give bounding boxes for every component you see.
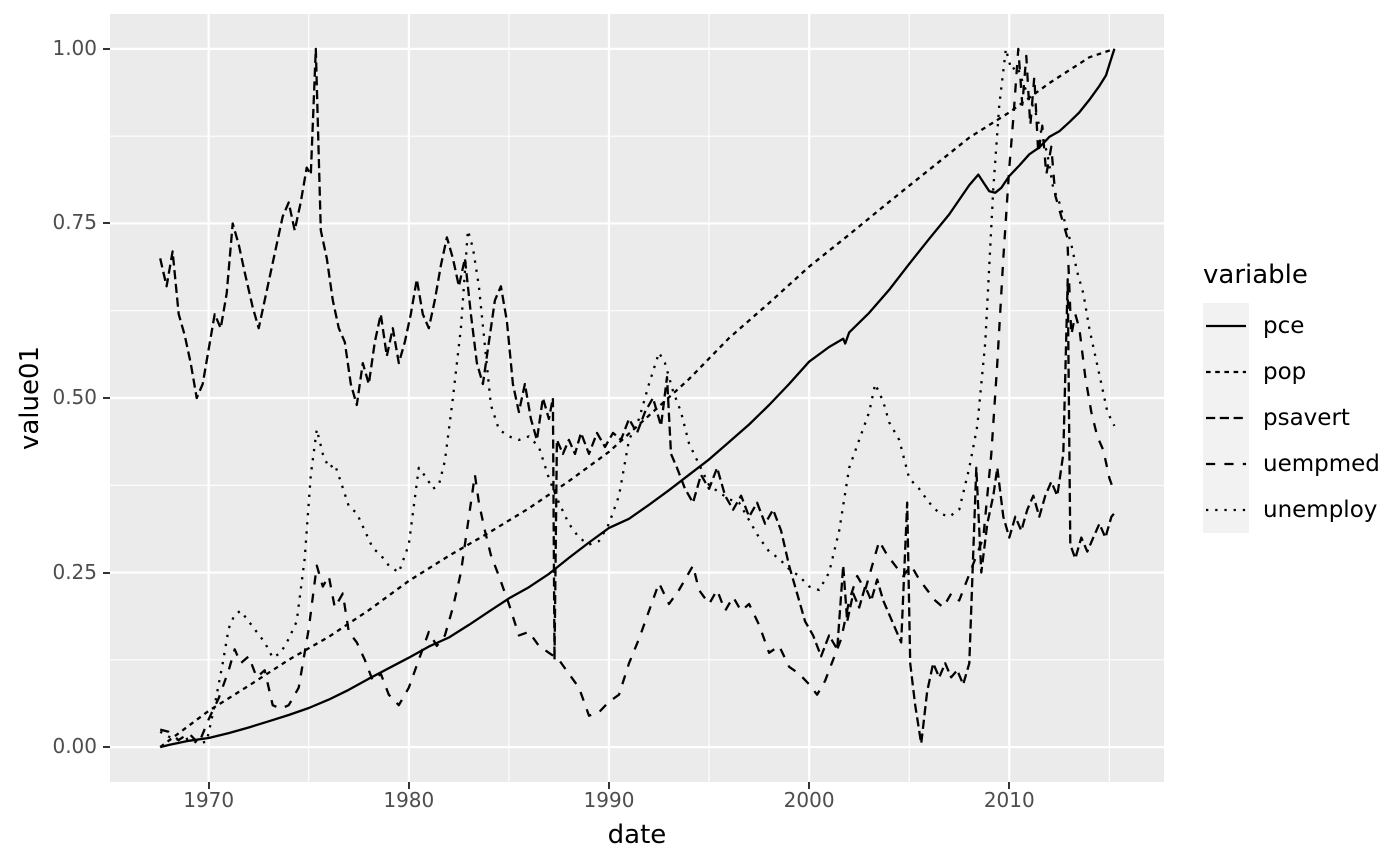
legend-item-label: uempmed xyxy=(1263,451,1380,477)
x-tick-label: 2010 xyxy=(983,788,1035,812)
legend-key-unemploy xyxy=(1203,487,1249,533)
y-tick-mark xyxy=(103,47,110,50)
legend: variable pce pop psavert uempmed unemploy xyxy=(1203,260,1380,533)
series-line-uempmed xyxy=(159,47,1116,745)
x-tick-label: 1990 xyxy=(583,788,635,812)
legend-key-line-icon xyxy=(1206,416,1246,420)
legend-item-pce: pce xyxy=(1203,303,1380,349)
legend-items: pce pop psavert uempmed unemploy xyxy=(1203,303,1380,533)
y-tick-label: 1.00 xyxy=(52,35,97,60)
y-tick-mark xyxy=(103,746,110,749)
legend-item-pop: pop xyxy=(1203,349,1380,395)
x-tick-label: 1980 xyxy=(383,788,435,812)
legend-item-label: psavert xyxy=(1263,405,1350,431)
legend-key-line-icon xyxy=(1206,324,1246,328)
legend-key-line-icon xyxy=(1206,370,1246,374)
legend-item-label: pop xyxy=(1263,359,1307,385)
legend-item-unemploy: unemploy xyxy=(1203,487,1380,533)
y-tick-mark xyxy=(103,397,110,399)
series-line-pce xyxy=(159,48,1116,749)
y-tick-mark xyxy=(103,222,110,225)
series-line-pop xyxy=(159,47,1115,749)
plot-canvas xyxy=(110,14,1164,782)
y-tick-mark xyxy=(103,571,110,574)
y-tick-label: 0.00 xyxy=(52,734,97,759)
legend-item-label: pce xyxy=(1263,313,1305,339)
legend-key-line-icon xyxy=(1206,462,1246,466)
legend-key-psavert xyxy=(1203,395,1249,441)
legend-key-line-icon xyxy=(1206,508,1246,512)
x-tick-mark xyxy=(407,782,410,789)
y-tick-label: 0.25 xyxy=(52,559,97,584)
plot-panel xyxy=(110,14,1164,782)
x-axis-title: date xyxy=(607,820,667,850)
x-tick-mark xyxy=(808,782,811,789)
series-line-psavert xyxy=(159,47,1116,745)
x-tick-mark xyxy=(607,782,610,789)
x-tick-label: 2000 xyxy=(783,788,835,812)
legend-item-uempmed: uempmed xyxy=(1203,441,1380,487)
legend-item-label: unemploy xyxy=(1263,497,1378,523)
legend-title: variable xyxy=(1203,260,1308,290)
legend-item-psavert: psavert xyxy=(1203,395,1380,441)
x-tick-mark xyxy=(1008,782,1011,789)
x-tick-label: 1970 xyxy=(183,788,235,812)
x-tick-mark xyxy=(207,782,210,789)
legend-key-pce xyxy=(1203,303,1249,349)
legend-key-pop xyxy=(1203,349,1249,395)
y-tick-label: 0.50 xyxy=(52,385,97,409)
legend-key-uempmed xyxy=(1203,441,1249,487)
y-tick-label: 0.75 xyxy=(52,210,97,235)
